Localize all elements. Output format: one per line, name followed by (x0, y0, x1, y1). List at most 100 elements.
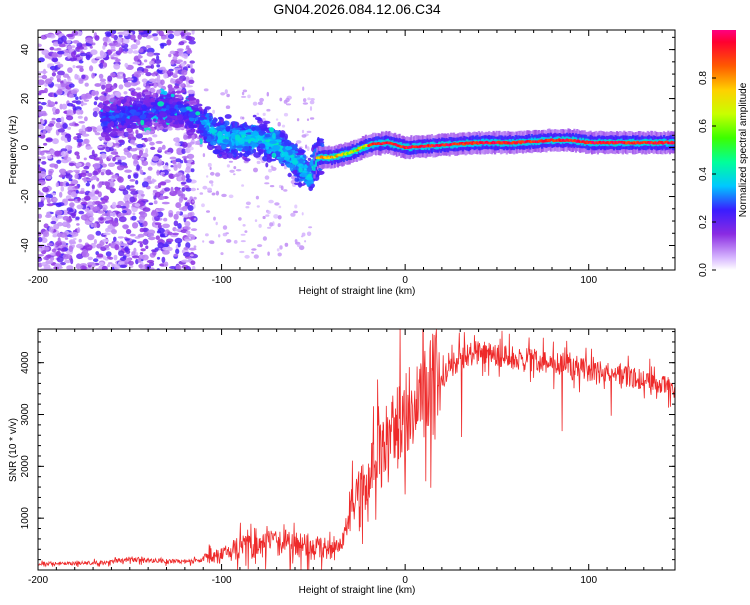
spectrogram-cell (145, 102, 152, 107)
spectrogram-cell (134, 203, 141, 207)
spectrogram-cell (38, 236, 43, 243)
spectrogram-cell (97, 145, 103, 149)
spectrogram-cell (156, 169, 160, 176)
spectrogram-cell (43, 223, 49, 229)
spectrogram-cell (132, 222, 139, 229)
spectrogram-cell (162, 165, 169, 170)
spectrogram-cell (124, 238, 130, 241)
spectrogram-cell (258, 130, 265, 136)
spectrogram-cell (160, 181, 167, 186)
spectrogram-cell (121, 125, 128, 129)
spectrogram-cell (120, 205, 127, 209)
spectrogram-cell (87, 256, 94, 261)
spectrogram-cell (126, 78, 134, 81)
spectrogram-cell (152, 118, 157, 122)
spectrogram-cell (207, 187, 212, 192)
spectrogram-cell (100, 171, 105, 176)
spectrogram-cell (302, 102, 309, 105)
spectrogram-cell (91, 149, 95, 156)
y-tick-label: 1000 (20, 507, 31, 530)
spectrogram-cell (108, 155, 113, 159)
spectrogram-cell (62, 215, 70, 221)
spectrogram-cell (152, 134, 158, 138)
spectrogram-cell (77, 115, 83, 119)
spectrogram-cell (60, 262, 66, 266)
x-tick-label: 100 (580, 575, 597, 586)
spectrogram-cell (226, 152, 233, 159)
spectrogram-cell (285, 146, 293, 151)
spectrogram-cell (140, 157, 145, 161)
spectrogram-cell (38, 166, 44, 171)
spectrogram-cell (185, 187, 192, 192)
spectrogram-cell (54, 101, 58, 105)
spectrogram-cell (138, 48, 144, 53)
spectrogram-cell (122, 224, 129, 229)
spectrogram-cell (69, 209, 74, 213)
spectrogram-cell (72, 40, 80, 44)
spectrogram-cell (250, 143, 259, 148)
spectrogram-cell (277, 252, 282, 257)
spectrogram-cell (301, 212, 304, 216)
spectrogram-cell (111, 86, 116, 89)
spectrogram-cell (134, 119, 141, 122)
spectrogram-cell (118, 250, 125, 257)
spectrogram-cell (131, 215, 137, 221)
spectrogram-cell (247, 94, 251, 99)
spectrogram-cell (74, 151, 80, 156)
spectrogram-cell (38, 43, 42, 48)
spectrogram-cell (153, 71, 158, 75)
spectrogram-cell (118, 47, 123, 54)
spectrogram-cell (189, 141, 195, 145)
spectrogram-cell (177, 223, 182, 229)
spectrogram-cell (205, 113, 210, 117)
spectrogram-cell (40, 196, 46, 201)
spectrogram-cell (58, 174, 65, 178)
spectrogram-cell (290, 212, 296, 217)
spectrogram-cell (50, 220, 57, 225)
spectrogram-cell (162, 247, 170, 251)
spectrogram-cell (245, 201, 251, 206)
spectrogram-cell (66, 39, 71, 44)
spectrogram-cell (317, 170, 325, 175)
spectrogram-cell (230, 133, 237, 137)
spectrogram-cell (241, 184, 245, 187)
spectrogram-cell (105, 127, 113, 133)
spectrogram-cell (80, 102, 88, 106)
spectrogram-cell (131, 255, 140, 259)
spectrogram-cell (132, 50, 139, 54)
spectrogram-cell (308, 226, 313, 229)
spectrogram-cell (121, 42, 125, 46)
spectrogram-cell (175, 264, 182, 270)
spectrogram-cell (151, 108, 156, 113)
spectrogram-cell (206, 135, 212, 141)
spectrogram-cell (172, 174, 180, 178)
spectrogram-cell (158, 98, 162, 102)
spectrogram-cell (50, 252, 55, 256)
spectrogram-cell (201, 203, 205, 208)
spectrogram-cell (183, 134, 188, 140)
spectrogram-cell (46, 175, 52, 180)
spectrogram-cell (174, 237, 183, 244)
spectrogram-cell (157, 101, 165, 107)
spectrogram-cell (99, 78, 106, 82)
spectrogram-cell (209, 166, 212, 170)
spectrogram-cell (147, 233, 155, 237)
spectrogram-cell (137, 34, 142, 40)
spectrogram-cell (256, 160, 261, 165)
spectrogram-cell (125, 229, 132, 235)
spectrogram-cell (210, 171, 215, 176)
spectrogram-cell (665, 140, 668, 147)
spectrogram-cell (287, 172, 292, 178)
spectrogram-cell (98, 95, 107, 102)
spectrogram-cell (298, 166, 303, 173)
spectrogram-cell (124, 62, 129, 68)
spectrogram-cell (202, 185, 208, 190)
spectrogram-x-label: Height of straight line (km) (299, 286, 416, 297)
spectrogram-cell (268, 199, 274, 204)
spectrogram-cell (220, 92, 226, 96)
spectrogram-cell (267, 226, 272, 229)
spectrogram-cell (139, 227, 144, 233)
spectrogram-cell (38, 125, 44, 130)
spectrogram-cell (66, 109, 73, 115)
